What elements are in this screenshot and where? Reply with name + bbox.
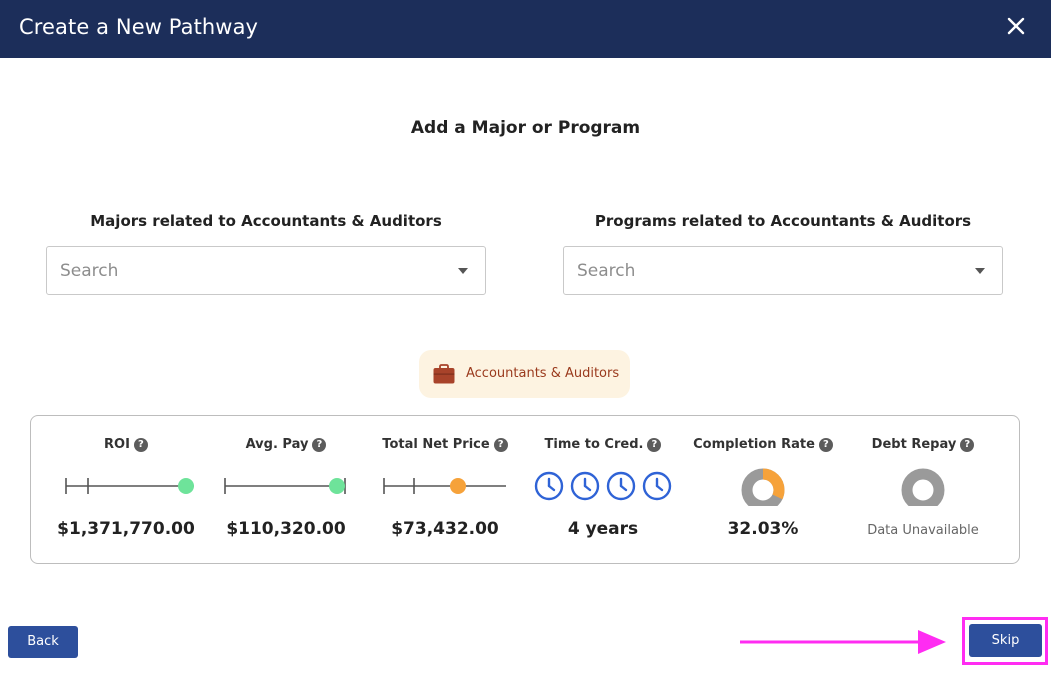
completion-donut-chart — [741, 468, 785, 506]
avg-pay-label: Avg. Pay — [245, 437, 309, 452]
clock-icon — [606, 471, 636, 501]
roi-range-slider — [65, 478, 194, 494]
net-price-label: Total Net Price — [382, 437, 490, 452]
career-chip-label: Accountants & Auditors — [466, 366, 620, 381]
roi-indicator-dot — [178, 478, 194, 494]
stat-roi: ROI? $1,371,770.00 — [46, 416, 206, 565]
roi-value: $1,371,770.00 — [57, 519, 195, 539]
chevron-down-icon — [458, 268, 468, 274]
majors-search-select[interactable]: Search — [46, 246, 486, 295]
roi-label: ROI — [104, 437, 130, 452]
completion-rate-label: Completion Rate — [693, 437, 815, 452]
modal-title: Create a New Pathway — [19, 15, 259, 39]
close-button[interactable] — [1003, 13, 1029, 39]
help-icon[interactable]: ? — [818, 438, 833, 452]
majors-search-placeholder: Search — [60, 261, 119, 281]
clock-icon — [642, 471, 672, 501]
help-icon[interactable]: ? — [133, 438, 148, 452]
modal-header: Create a New Pathway — [0, 0, 1051, 58]
avg-pay-indicator-dot — [329, 478, 345, 494]
career-chip: Accountants & Auditors — [419, 350, 630, 398]
completion-rate-value: 32.03% — [727, 519, 799, 539]
stat-debt-repay: Debt Repay? Data Unavailable — [848, 416, 998, 565]
debt-repay-value: Data Unavailable — [867, 523, 979, 538]
section-heading: Add a Major or Program — [410, 118, 641, 138]
briefcase-icon — [433, 364, 455, 384]
net-price-range-slider — [383, 478, 506, 494]
time-to-cred-clocks — [534, 471, 672, 501]
completion-donut-fill — [741, 468, 785, 506]
help-icon[interactable]: ? — [312, 438, 327, 452]
annotation-arrow-icon — [740, 630, 946, 654]
debt-repay-donut-track — [901, 468, 945, 506]
stat-avg-pay: Avg. Pay? $110,320.00 — [211, 416, 361, 565]
close-icon — [1007, 17, 1025, 35]
help-icon[interactable]: ? — [960, 438, 975, 452]
help-icon[interactable]: ? — [493, 438, 508, 452]
help-icon[interactable]: ? — [647, 438, 662, 452]
debt-repay-label: Debt Repay — [871, 437, 957, 452]
time-to-cred-value: 4 years — [567, 519, 639, 539]
programs-search-placeholder: Search — [577, 261, 636, 281]
programs-label: Programs related to Accountants & Audito… — [594, 212, 972, 230]
programs-search-select[interactable]: Search — [563, 246, 1003, 295]
skip-highlight-box — [962, 617, 1048, 665]
skip-button[interactable]: Skip — [969, 624, 1042, 657]
chevron-down-icon — [975, 268, 985, 274]
avg-pay-value: $110,320.00 — [226, 519, 346, 539]
majors-label: Majors related to Accountants & Auditors — [90, 212, 442, 230]
time-to-cred-label: Time to Cred. — [544, 437, 644, 452]
stat-time-to-cred: Time to Cred.? 4 years — [528, 416, 678, 565]
career-stats-panel: ROI? $1,371,770.00 Avg. Pay? $110,320.00… — [30, 415, 1020, 564]
net-price-value: $73,432.00 — [391, 519, 499, 539]
back-button[interactable]: Back — [8, 626, 78, 658]
debt-repay-donut-chart — [901, 468, 945, 506]
stat-net-price: Total Net Price? $73,432.00 — [370, 416, 520, 565]
clock-icon — [534, 471, 564, 501]
net-price-indicator-dot — [450, 478, 466, 494]
stat-completion-rate: Completion Rate? 32.03% — [688, 416, 838, 565]
clock-icon — [570, 471, 600, 501]
avg-pay-range-slider — [224, 478, 346, 494]
